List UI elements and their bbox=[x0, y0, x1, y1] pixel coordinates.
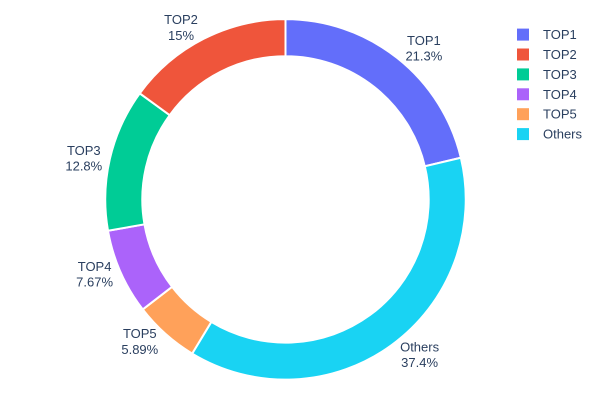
svg-text:5.89%: 5.89% bbox=[121, 342, 158, 357]
svg-text:TOP3: TOP3 bbox=[543, 67, 577, 82]
svg-text:Others: Others bbox=[400, 339, 440, 354]
svg-text:37.4%: 37.4% bbox=[401, 355, 438, 370]
svg-text:TOP1: TOP1 bbox=[543, 27, 577, 42]
svg-text:21.3%: 21.3% bbox=[405, 48, 442, 63]
svg-text:TOP1: TOP1 bbox=[407, 33, 441, 48]
svg-text:TOP3: TOP3 bbox=[67, 143, 101, 158]
svg-text:TOP4: TOP4 bbox=[78, 259, 112, 274]
svg-text:Others: Others bbox=[543, 127, 583, 142]
svg-text:TOP2: TOP2 bbox=[164, 12, 198, 27]
svg-text:TOP2: TOP2 bbox=[543, 47, 577, 62]
svg-text:TOP5: TOP5 bbox=[123, 326, 157, 341]
svg-text:TOP4: TOP4 bbox=[543, 87, 577, 102]
svg-text:15%: 15% bbox=[168, 28, 194, 43]
svg-text:12.8%: 12.8% bbox=[65, 158, 102, 173]
svg-text:TOP5: TOP5 bbox=[543, 107, 577, 122]
svg-text:7.67%: 7.67% bbox=[76, 274, 113, 289]
